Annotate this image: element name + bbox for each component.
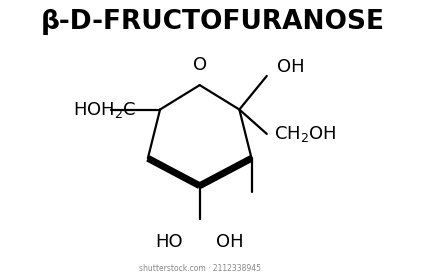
- Text: OH: OH: [277, 58, 305, 76]
- Text: shutterstock.com · 2112338945: shutterstock.com · 2112338945: [139, 264, 261, 273]
- Text: $\mathrm{HOH_2C}$: $\mathrm{HOH_2C}$: [73, 99, 136, 120]
- Text: $\mathrm{CH_2OH}$: $\mathrm{CH_2OH}$: [274, 124, 337, 144]
- Text: β-D-FRUCTOFURANOSE: β-D-FRUCTOFURANOSE: [41, 9, 385, 35]
- Text: OH: OH: [216, 233, 244, 251]
- Text: O: O: [193, 57, 207, 74]
- Text: HO: HO: [155, 233, 183, 251]
